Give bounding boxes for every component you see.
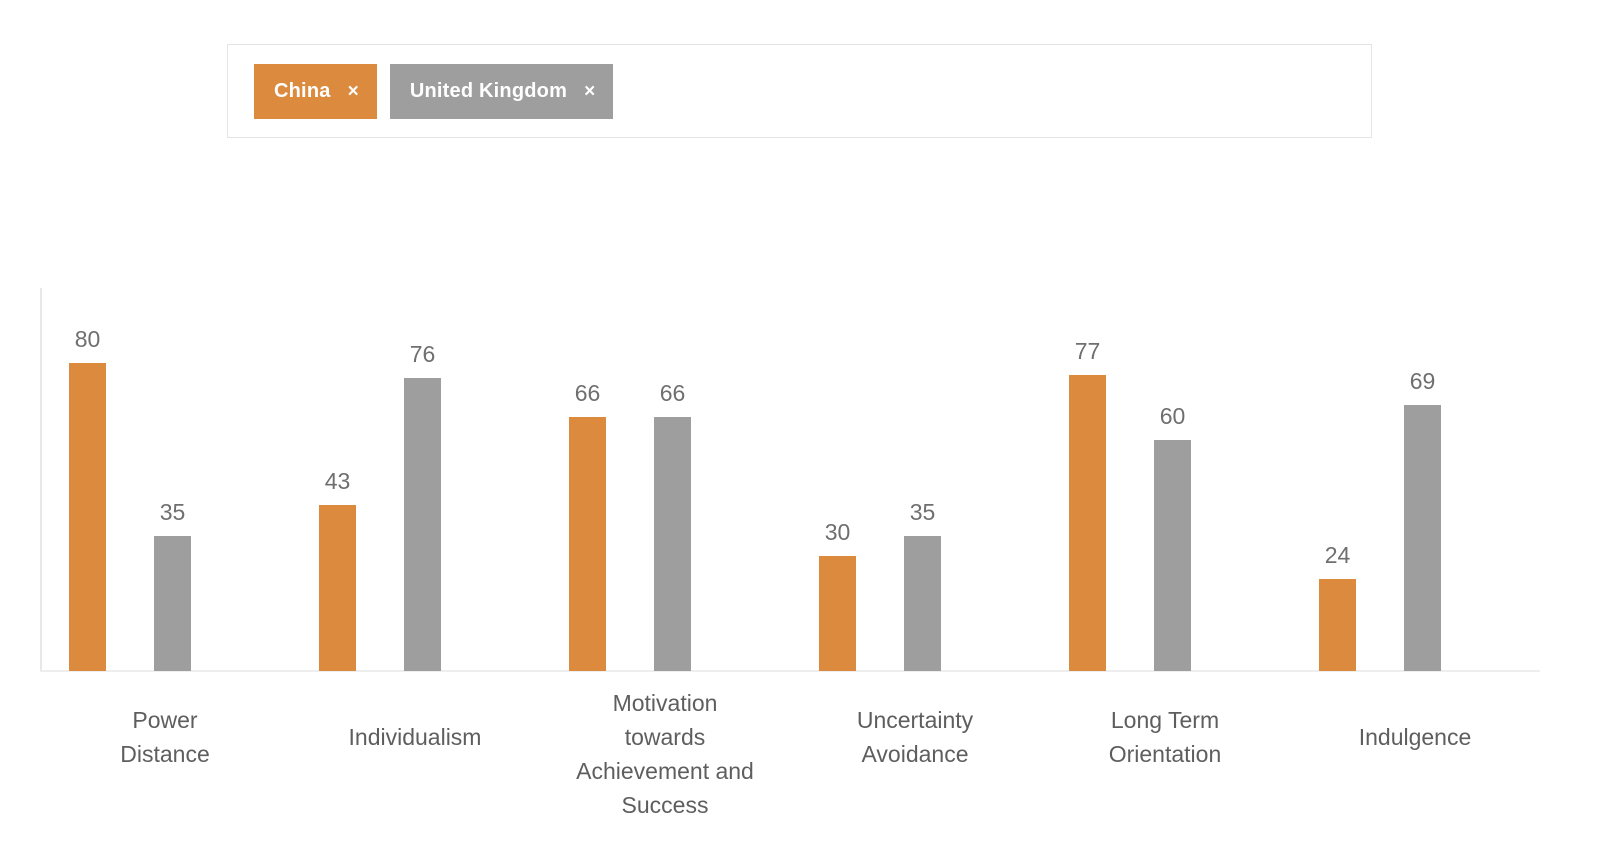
bar-china[interactable]: 24 bbox=[1319, 288, 1356, 671]
bar-china[interactable]: 77 bbox=[1069, 288, 1106, 671]
category-label-line: Uncertainty bbox=[856, 707, 974, 733]
bar-value-label: 24 bbox=[1324, 541, 1351, 568]
bar-rect[interactable] bbox=[569, 416, 606, 671]
chip-label: China bbox=[274, 79, 331, 102]
bar-rect[interactable] bbox=[404, 378, 441, 671]
country-selection-panel: China × United Kingdom × bbox=[227, 44, 1372, 138]
bar-value-label: 80 bbox=[74, 326, 101, 352]
bar-united-kingdom[interactable]: 76 bbox=[404, 288, 441, 671]
category-label-line: Indulgence bbox=[1358, 724, 1472, 750]
bar-china[interactable]: 30 bbox=[819, 288, 856, 671]
bar-group: 43 76 bbox=[319, 288, 441, 671]
bar-rect[interactable] bbox=[654, 416, 691, 671]
chip-united-kingdom[interactable]: United Kingdom × bbox=[389, 63, 614, 119]
category-label: Motivation towards Achievement and Success bbox=[540, 686, 790, 822]
bar-china[interactable]: 80 bbox=[69, 288, 106, 671]
bar-rect[interactable] bbox=[904, 536, 941, 671]
category-label-line: Individualism bbox=[348, 724, 482, 750]
bar-group: 24 69 bbox=[1319, 288, 1441, 671]
category-label: Power Distance bbox=[40, 686, 290, 771]
category-label-line: towards bbox=[624, 724, 706, 750]
bar-united-kingdom[interactable]: 66 bbox=[654, 288, 691, 671]
bar-rect[interactable] bbox=[1319, 578, 1356, 671]
bar-rect[interactable] bbox=[154, 536, 191, 671]
category-label-line: Distance bbox=[120, 741, 210, 767]
chip-china[interactable]: China × bbox=[254, 63, 377, 119]
bar-rect[interactable] bbox=[319, 505, 356, 671]
bar-value-label: 60 bbox=[1159, 403, 1186, 429]
category-label: Individualism bbox=[290, 686, 540, 754]
category-label-line: Avoidance bbox=[861, 741, 969, 767]
bar-rect[interactable] bbox=[1154, 440, 1191, 671]
category-label-line: Achievement and bbox=[576, 758, 754, 784]
category-label: Uncertainty Avoidance bbox=[790, 686, 1040, 771]
y-axis-line bbox=[40, 288, 42, 672]
x-axis-category-labels: Power Distance Individualism Motivation towa… bbox=[40, 686, 1540, 856]
bar-group: 80 35 bbox=[69, 288, 191, 671]
category-label-line: Motivation bbox=[612, 690, 718, 716]
bar-rect[interactable] bbox=[69, 363, 106, 671]
bar-group: 77 60 bbox=[1069, 288, 1191, 671]
bar-rect[interactable] bbox=[1404, 405, 1441, 671]
bar-value-label: 77 bbox=[1074, 337, 1101, 364]
close-icon[interactable]: × bbox=[347, 80, 359, 102]
bar-group: 66 66 bbox=[569, 288, 691, 671]
bar-china[interactable]: 66 bbox=[569, 288, 606, 671]
chip-label: United Kingdom bbox=[409, 79, 568, 102]
bar-value-label: 66 bbox=[574, 379, 601, 406]
bar-group: 30 35 bbox=[819, 288, 941, 671]
category-label-line: Long Term bbox=[1110, 707, 1220, 733]
bar-value-label: 76 bbox=[409, 341, 436, 368]
category-label-line: Power bbox=[132, 707, 198, 733]
category-label: Indulgence bbox=[1290, 686, 1540, 754]
bar-china[interactable]: 43 bbox=[319, 288, 356, 671]
category-label: Long Term Orientation bbox=[1040, 686, 1290, 771]
bar-united-kingdom[interactable]: 60 bbox=[1154, 288, 1191, 671]
bar-united-kingdom[interactable]: 35 bbox=[154, 288, 191, 671]
plot-area: 80 35 43 76 66 66 30 35 77 60 24 69 bbox=[40, 288, 1540, 671]
bar-rect[interactable] bbox=[1069, 374, 1106, 671]
bar-united-kingdom[interactable]: 69 bbox=[1404, 288, 1441, 671]
close-icon[interactable]: × bbox=[584, 80, 596, 102]
bar-value-label: 43 bbox=[324, 468, 351, 495]
bar-value-label: 30 bbox=[824, 518, 851, 545]
bar-value-label: 35 bbox=[159, 499, 186, 526]
bar-rect[interactable] bbox=[819, 555, 856, 671]
bar-value-label: 69 bbox=[1409, 368, 1436, 395]
bar-united-kingdom[interactable]: 35 bbox=[904, 288, 941, 671]
category-label-line: Orientation bbox=[1108, 741, 1222, 767]
x-axis-baseline bbox=[40, 670, 1540, 672]
category-label-line: Success bbox=[621, 792, 709, 818]
bar-value-label: 66 bbox=[659, 379, 686, 406]
bar-value-label: 35 bbox=[909, 499, 936, 526]
